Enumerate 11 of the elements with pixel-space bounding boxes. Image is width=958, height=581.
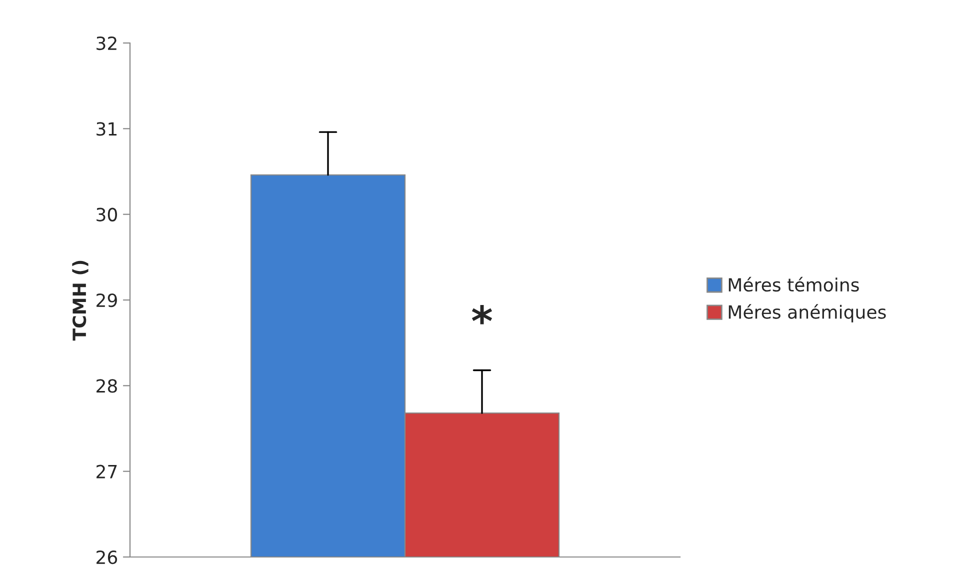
y-axis-title: TCMH () [72, 260, 88, 341]
y-tick-label: 27 [96, 464, 117, 478]
y-tick-label: 29 [96, 293, 117, 308]
y-tick-label: 26 [96, 550, 118, 564]
y-tick-label: 31 [96, 122, 117, 136]
legend-label: Méres témoins [728, 276, 859, 292]
annotation: * [472, 304, 492, 324]
y-tick-label: 32 [96, 36, 116, 50]
y-tick-label: 30 [96, 208, 117, 222]
y-tick-label: 28 [96, 379, 117, 393]
legend-label: Méres anémiques [728, 304, 886, 322]
